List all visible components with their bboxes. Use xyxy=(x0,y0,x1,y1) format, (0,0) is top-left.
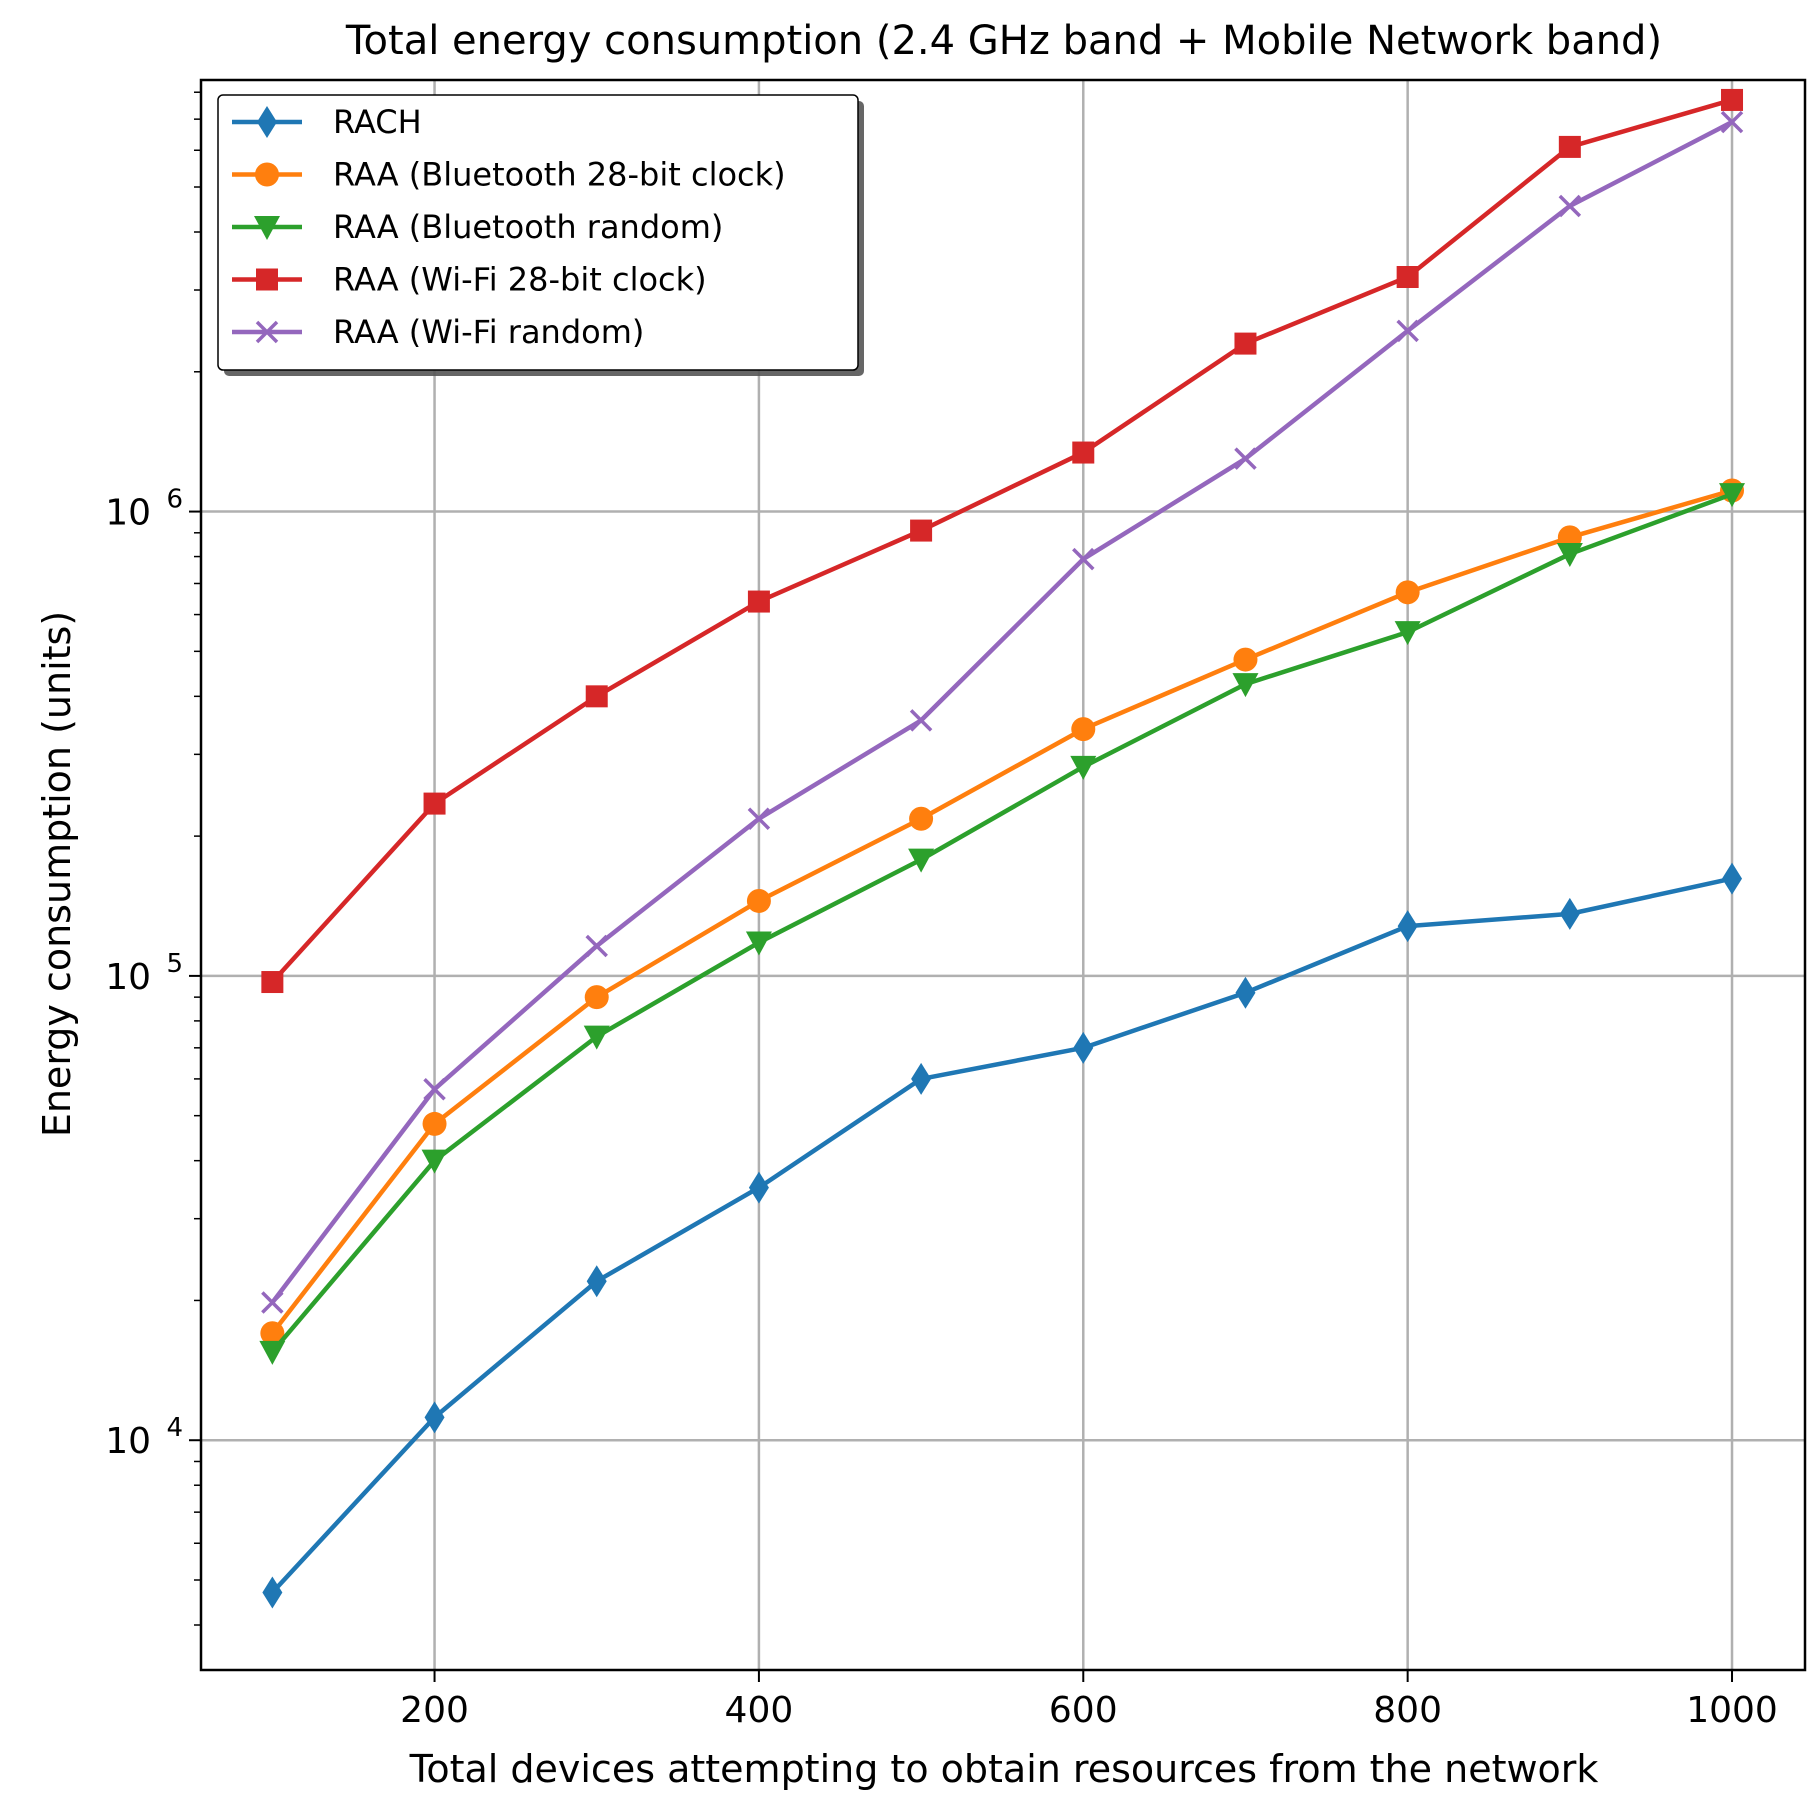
legend-marker xyxy=(254,216,280,240)
data-point xyxy=(747,807,771,830)
legend-marker xyxy=(257,106,277,138)
axis-ticks: 200 400 600 800 1000 10 4 10 5 10 6 xyxy=(105,91,1778,1731)
y-tick-base: 10 xyxy=(105,957,151,998)
data-point xyxy=(585,934,608,958)
y-tick-base: 10 xyxy=(105,1421,151,1462)
legend-label: RAA (Wi-Fi random) xyxy=(333,313,644,351)
data-point xyxy=(1071,717,1096,742)
series-1 xyxy=(260,478,1745,1346)
data-point xyxy=(261,1291,284,1314)
data-point xyxy=(747,590,770,613)
data-point xyxy=(424,1401,445,1434)
data-point xyxy=(259,1340,286,1365)
legend-label: RAA (Bluetooth 28-bit clock) xyxy=(333,156,786,194)
x-tick-label: 400 xyxy=(725,1690,794,1731)
legend-label: RAA (Wi-Fi 28-bit clock) xyxy=(333,261,707,299)
legend-label: RAA (Bluetooth random) xyxy=(333,208,723,246)
data-point xyxy=(1234,332,1257,355)
data-point xyxy=(909,806,934,831)
data-point xyxy=(1073,1031,1094,1064)
series-3 xyxy=(261,88,1744,994)
data-point xyxy=(1235,976,1256,1009)
data-point xyxy=(1234,447,1257,470)
y-tick-base: 10 xyxy=(105,493,151,534)
data-point xyxy=(909,709,933,732)
y-tick-label: 10 xyxy=(105,1421,151,1462)
legend-label: RACH xyxy=(333,103,422,141)
legend-box xyxy=(217,94,859,371)
data-point xyxy=(423,1078,446,1101)
y-tick-label: 10 xyxy=(105,493,151,534)
series-group xyxy=(259,88,1746,1609)
data-point xyxy=(1394,621,1421,646)
legend: RACH RAA (Bluetooth 28-bit clock) RAA (Blu… xyxy=(217,94,864,376)
data-point xyxy=(748,1171,769,1204)
data-point xyxy=(911,1062,932,1095)
data-point xyxy=(1395,580,1420,605)
chart-title: Total energy consumption (2.4 GHz band +… xyxy=(345,18,1662,64)
y-tick-label: 10 xyxy=(105,957,151,998)
data-point xyxy=(1072,441,1095,464)
plot-frame xyxy=(199,78,1807,1672)
data-point xyxy=(584,985,609,1010)
series-0 xyxy=(262,862,1743,1609)
data-point xyxy=(1232,673,1259,698)
y-tick-exponent: 6 xyxy=(166,485,183,515)
data-point xyxy=(1397,910,1418,943)
data-point xyxy=(1721,88,1744,111)
x-tick-label: 600 xyxy=(1049,1690,1118,1731)
data-point xyxy=(745,931,772,956)
data-point xyxy=(421,1149,448,1174)
data-point xyxy=(262,1576,283,1609)
data-point xyxy=(1720,110,1744,134)
x-tick-label: 800 xyxy=(1373,1690,1442,1731)
series-4 xyxy=(261,110,1744,1314)
data-point xyxy=(1559,897,1580,930)
data-point xyxy=(423,792,446,815)
data-point xyxy=(585,685,608,708)
data-point xyxy=(260,1321,285,1346)
data-point xyxy=(910,519,933,542)
data-point xyxy=(1556,543,1583,568)
data-point xyxy=(1396,319,1419,343)
x-tick-label: 200 xyxy=(400,1690,469,1731)
data-point xyxy=(1719,483,1746,508)
series-line xyxy=(270,120,1734,1304)
data-point xyxy=(1722,862,1743,895)
data-point xyxy=(1233,647,1258,672)
data-point xyxy=(583,1025,610,1050)
legend-marker xyxy=(255,320,279,344)
data-point xyxy=(1558,135,1581,158)
series-line xyxy=(270,876,1733,1595)
data-point xyxy=(422,1111,447,1136)
series-line xyxy=(270,97,1733,984)
data-point xyxy=(586,1265,607,1298)
legend-marker xyxy=(255,162,279,187)
y-axis-label: Energy consumption (units) xyxy=(35,611,79,1137)
series-2 xyxy=(259,483,1746,1365)
data-point xyxy=(746,888,771,913)
data-point xyxy=(1396,266,1419,289)
data-point xyxy=(1558,194,1582,218)
series-line xyxy=(270,492,1733,1354)
data-point xyxy=(1072,547,1095,571)
series-line xyxy=(270,488,1733,1335)
x-axis-label: Total devices attempting to obtain resou… xyxy=(409,1747,1599,1791)
y-tick-exponent: 5 xyxy=(166,949,183,979)
legend-marker xyxy=(256,268,278,291)
y-tick-exponent: 4 xyxy=(166,1413,183,1443)
data-point xyxy=(908,848,935,873)
x-tick-label: 1000 xyxy=(1686,1690,1778,1731)
data-point xyxy=(261,971,284,994)
data-point xyxy=(1070,755,1097,780)
